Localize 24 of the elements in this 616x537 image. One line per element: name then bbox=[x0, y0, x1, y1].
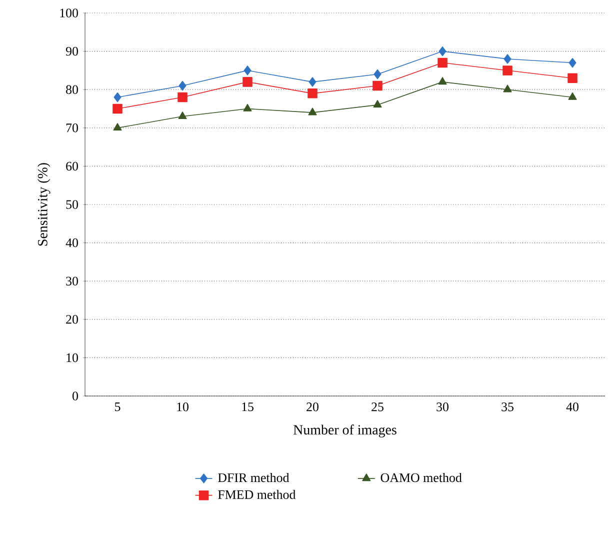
y-tick-label: 50 bbox=[66, 200, 78, 209]
y-tick-label: 10 bbox=[66, 353, 78, 362]
y-tick-label: 60 bbox=[66, 162, 78, 171]
y-tick-label: 80 bbox=[66, 85, 78, 94]
x-tick-label: 5 bbox=[115, 402, 120, 412]
legend-label: OAMO method bbox=[380, 472, 462, 482]
y-tick-label: 100 bbox=[60, 8, 78, 18]
x-tick-label: 35 bbox=[502, 402, 514, 412]
y-tick-label: 70 bbox=[66, 124, 78, 132]
x-tick-label: 20 bbox=[306, 402, 318, 412]
y-tick-label: 0 bbox=[72, 392, 78, 400]
y-tick-label: 90 bbox=[66, 46, 78, 56]
x-axis-title: Number of images bbox=[294, 424, 396, 438]
x-tick-label: 40 bbox=[566, 402, 578, 412]
x-tick-label: 10 bbox=[177, 402, 188, 412]
x-tick-label: 15 bbox=[242, 402, 254, 412]
x-tick-label: 25 bbox=[372, 402, 384, 412]
y-axis-title: Sensitivity (%) bbox=[38, 163, 50, 246]
y-tick-label: 40 bbox=[66, 238, 78, 248]
legend-label: DFIR method bbox=[218, 472, 290, 482]
y-tick-label: 30 bbox=[66, 276, 78, 286]
x-tick-label: 30 bbox=[436, 402, 448, 412]
y-tick-label: 20 bbox=[66, 315, 78, 324]
legend-label: FMED method bbox=[218, 490, 296, 499]
